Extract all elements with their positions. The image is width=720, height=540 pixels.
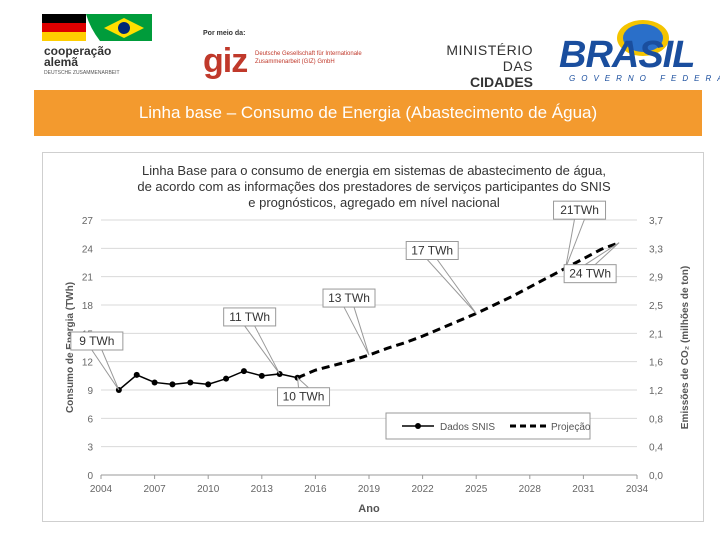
x-tick-label: 2031 xyxy=(572,484,595,495)
x-tick-label: 2007 xyxy=(143,484,166,495)
giz-por-meio: Por meio da: xyxy=(203,30,246,37)
y2-tick-label: 2,9 xyxy=(649,273,663,284)
x-tick-label: 2028 xyxy=(519,484,542,495)
annotation-box xyxy=(405,241,459,260)
data-point xyxy=(133,371,140,378)
ministry-line1: MINISTÉRIO DAS xyxy=(446,42,533,74)
giz-mark: giz xyxy=(203,42,248,80)
annotation-pointer xyxy=(565,218,586,269)
annotation-box xyxy=(70,331,124,351)
y2-tick-label: 2,5 xyxy=(649,301,663,312)
data-point xyxy=(169,381,176,388)
annotation-label: 13 TWh xyxy=(328,291,370,305)
chart-title-line: Linha Base para o consumo de energia em … xyxy=(142,163,606,178)
slide-title: Linha base – Consumo de Energia (Abastec… xyxy=(138,103,598,122)
y2-tick-label: 3,3 xyxy=(649,244,663,255)
y-tick-label: 21 xyxy=(82,273,94,284)
y2-tick-label: 0,4 xyxy=(649,443,663,454)
data-point xyxy=(205,381,212,388)
annotation-label: 21TWh xyxy=(560,203,599,217)
y-tick-label: 12 xyxy=(82,358,94,369)
annotation-label: 10 TWh xyxy=(283,390,325,404)
brasil-governo-federal-logo: BRASIL GOVERNO FEDERAL xyxy=(555,12,720,83)
legend-marker-dados-snis xyxy=(415,423,421,429)
x-tick-label: 2022 xyxy=(411,484,434,495)
ministry-line2: CIDADES xyxy=(469,74,533,90)
annotation-label: 17 TWh xyxy=(411,244,453,258)
data-point xyxy=(240,368,247,375)
annotation-box xyxy=(322,288,376,308)
energy-chart: Linha Base para o consumo de energia em … xyxy=(65,163,691,515)
data-point xyxy=(223,375,230,382)
x-axis-label: Ano xyxy=(358,503,380,515)
chart-frame: Linha Base para o consumo de energia em … xyxy=(42,152,704,522)
cooperation-sub: DEUTSCHE ZUSAMMENARBEIT xyxy=(44,70,120,76)
y2-tick-label: 0,8 xyxy=(649,414,663,425)
annotation-label: 9 TWh xyxy=(79,334,114,348)
title-band: Linha base – Consumo de Energia (Abastec… xyxy=(34,90,702,136)
y2-tick-label: 3,7 xyxy=(649,216,663,227)
y-tick-label: 3 xyxy=(87,443,93,454)
governo-federal-text: GOVERNO FEDERAL xyxy=(569,74,720,83)
globe-icon xyxy=(617,20,669,56)
y2-axis-label: Emissões de CO₂ (milhões de ton) xyxy=(680,266,691,429)
x-tick-label: 2004 xyxy=(90,484,113,495)
y2-tick-label: 1,2 xyxy=(649,386,663,397)
giz-logo: Por meio da: giz Deutsche Gesellschaft f… xyxy=(203,30,403,82)
x-tick-label: 2019 xyxy=(358,484,381,495)
y-tick-label: 0 xyxy=(87,471,93,482)
legend-box xyxy=(385,412,591,440)
x-tick-label: 2010 xyxy=(197,484,220,495)
data-point xyxy=(151,379,158,386)
cooperacao-alema-logo: cooperação alemã DEUTSCHE ZUSAMMENARBEIT xyxy=(40,12,155,82)
annotation-pointer xyxy=(296,376,310,389)
annotation-box xyxy=(563,264,617,284)
chart-title-line: e prognósticos, agregado em nível nacion… xyxy=(248,195,500,210)
y2-tick-label: 0,0 xyxy=(649,471,663,482)
brasil-word: BRASIL xyxy=(559,34,695,76)
giz-description: Deutsche Gesellschaft für Internationale… xyxy=(255,51,362,65)
annotation-box xyxy=(223,307,277,327)
annotation-label: 11 TWh xyxy=(229,310,270,324)
ministerio-logo: MINISTÉRIO DAS CIDADES xyxy=(415,42,533,90)
data-point xyxy=(187,379,194,386)
y-tick-label: 6 xyxy=(87,414,93,425)
cooperation-name: cooperação alemã xyxy=(44,44,112,69)
legend-label: Dados SNIS xyxy=(440,422,495,433)
x-tick-label: 2016 xyxy=(304,484,327,495)
flags-icon xyxy=(42,14,152,41)
y-tick-label: 9 xyxy=(87,386,93,397)
annotation-box xyxy=(277,387,331,407)
y2-tick-label: 2,1 xyxy=(649,329,663,340)
x-tick-label: 2034 xyxy=(626,484,649,495)
annotation-label: 24 TWh xyxy=(569,267,611,281)
legend-label: Projeção xyxy=(551,422,591,433)
annotation-pointer xyxy=(90,349,120,391)
data-point xyxy=(258,372,265,379)
x-tick-label: 2025 xyxy=(465,484,488,495)
chart-title-line: de acordo com as informações dos prestad… xyxy=(137,179,611,194)
logo-bar: cooperação alemã DEUTSCHE ZUSAMMENARBEIT… xyxy=(0,0,720,90)
y-tick-label: 24 xyxy=(82,244,94,255)
annotation-box xyxy=(553,200,607,220)
x-tick-label: 2013 xyxy=(251,484,274,495)
y-tick-label: 27 xyxy=(82,216,94,227)
y-tick-label: 18 xyxy=(82,301,94,312)
annotation-pointer xyxy=(343,306,370,356)
y2-tick-label: 1,6 xyxy=(649,358,663,369)
